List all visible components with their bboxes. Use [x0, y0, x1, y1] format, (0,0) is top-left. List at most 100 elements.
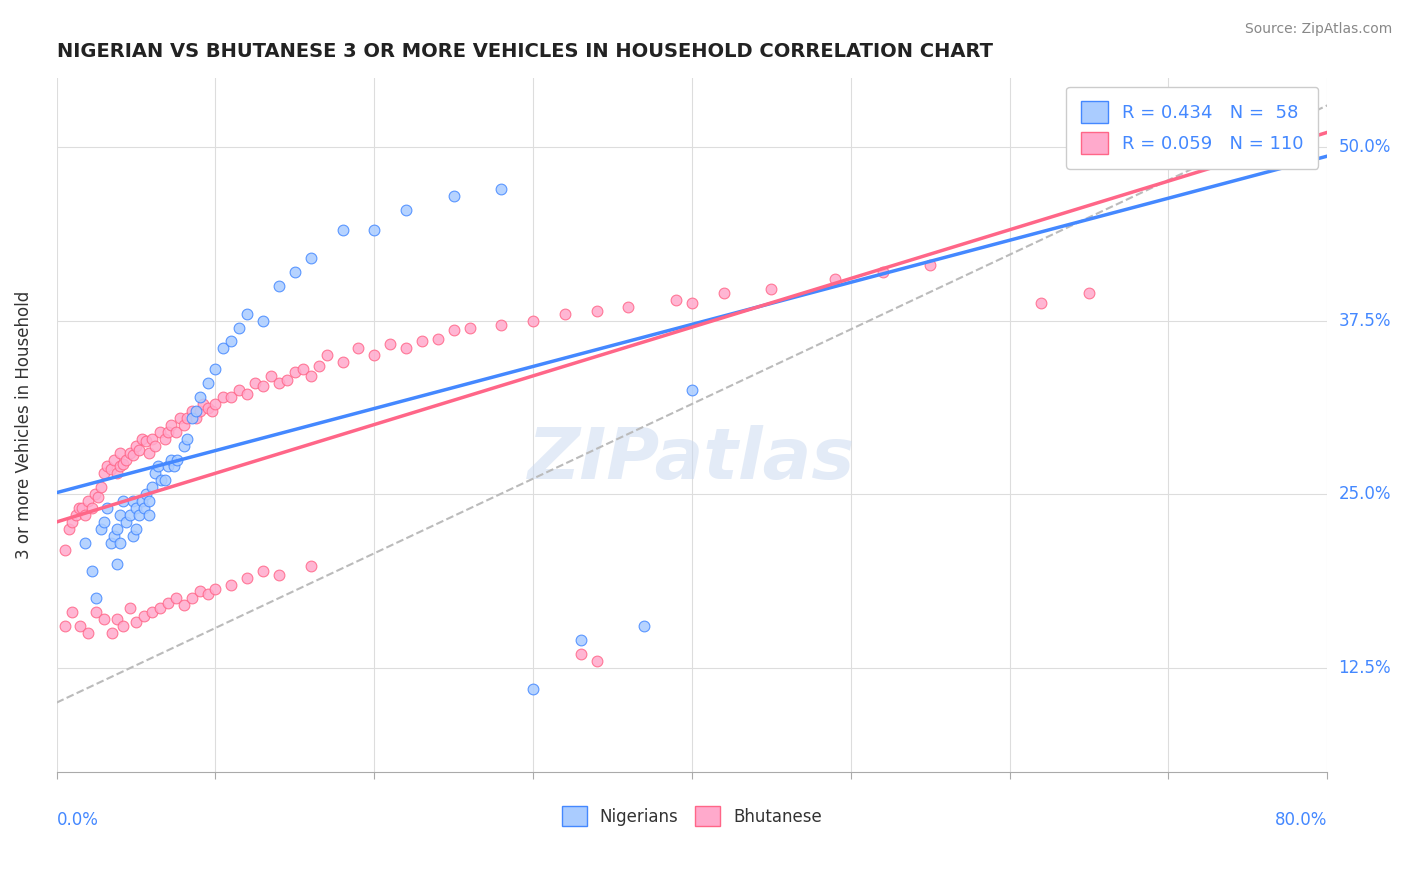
Point	[299, 559, 322, 574]
Point	[143, 439, 166, 453]
Point	[824, 272, 846, 286]
Point	[108, 445, 131, 459]
Point	[143, 467, 166, 481]
Point	[522, 313, 544, 327]
Point	[125, 615, 148, 629]
Point	[176, 410, 198, 425]
Point	[131, 494, 153, 508]
Point	[186, 404, 208, 418]
Point	[128, 508, 150, 522]
Point	[96, 459, 118, 474]
Point	[75, 536, 97, 550]
Point	[156, 459, 179, 474]
Point	[141, 480, 163, 494]
Point	[149, 601, 172, 615]
Point	[163, 459, 186, 474]
Point	[443, 188, 465, 202]
Point	[713, 285, 735, 300]
Point	[138, 494, 160, 508]
Point	[761, 282, 783, 296]
Point	[332, 223, 354, 237]
Point	[112, 619, 135, 633]
Point	[1078, 285, 1101, 300]
Point	[665, 293, 688, 307]
Point	[132, 609, 155, 624]
Point	[252, 564, 274, 578]
Point	[100, 462, 122, 476]
Point	[77, 626, 100, 640]
Point	[108, 536, 131, 550]
Point	[86, 605, 108, 619]
Point	[554, 307, 576, 321]
Point	[128, 442, 150, 457]
Point	[173, 439, 195, 453]
Point	[141, 605, 163, 619]
Text: NIGERIAN VS BHUTANESE 3 OR MORE VEHICLES IN HOUSEHOLD CORRELATION CHART: NIGERIAN VS BHUTANESE 3 OR MORE VEHICLES…	[56, 42, 993, 61]
Point	[150, 474, 173, 488]
Point	[491, 318, 513, 332]
Point	[115, 515, 138, 529]
Point	[156, 425, 179, 439]
Point	[299, 251, 322, 265]
Point	[332, 355, 354, 369]
Point	[236, 571, 259, 585]
Point	[125, 501, 148, 516]
Legend: Nigerians, Bhutanese: Nigerians, Bhutanese	[555, 799, 830, 833]
Point	[395, 342, 418, 356]
Point	[53, 542, 76, 557]
Point	[267, 279, 290, 293]
Y-axis label: 3 or more Vehicles in Household: 3 or more Vehicles in Household	[15, 291, 32, 559]
Point	[236, 307, 259, 321]
Point	[212, 390, 235, 404]
Point	[118, 445, 141, 459]
Point	[180, 591, 202, 606]
Point	[118, 601, 141, 615]
Point	[153, 474, 176, 488]
Point	[197, 587, 219, 601]
Point	[308, 359, 330, 374]
Point	[872, 265, 894, 279]
Point	[62, 515, 84, 529]
Text: 50.0%: 50.0%	[1339, 138, 1391, 156]
Point	[260, 369, 283, 384]
Point	[121, 494, 143, 508]
Point	[153, 432, 176, 446]
Point	[103, 452, 125, 467]
Point	[188, 584, 211, 599]
Point	[569, 633, 592, 648]
Point	[125, 522, 148, 536]
Point	[243, 376, 266, 391]
Point	[105, 467, 128, 481]
Point	[633, 619, 655, 633]
Point	[93, 467, 115, 481]
Point	[191, 397, 214, 411]
Point	[108, 508, 131, 522]
Point	[681, 383, 703, 397]
Point	[228, 320, 250, 334]
Point	[70, 501, 93, 516]
Point	[108, 459, 131, 474]
Point	[62, 605, 84, 619]
Point	[100, 536, 122, 550]
Point	[58, 522, 80, 536]
Point	[173, 599, 195, 613]
Point	[180, 410, 202, 425]
Point	[53, 619, 76, 633]
Point	[148, 459, 170, 474]
Point	[204, 397, 226, 411]
Point	[315, 348, 337, 362]
Point	[135, 434, 157, 449]
Point	[83, 487, 105, 501]
Point	[291, 362, 314, 376]
Point	[188, 404, 211, 418]
Point	[103, 529, 125, 543]
Point	[69, 619, 91, 633]
Point	[160, 452, 183, 467]
Point	[491, 182, 513, 196]
Point	[173, 417, 195, 432]
Point	[101, 626, 124, 640]
Point	[165, 591, 187, 606]
Point	[426, 332, 449, 346]
Point	[221, 390, 243, 404]
Point	[201, 404, 224, 418]
